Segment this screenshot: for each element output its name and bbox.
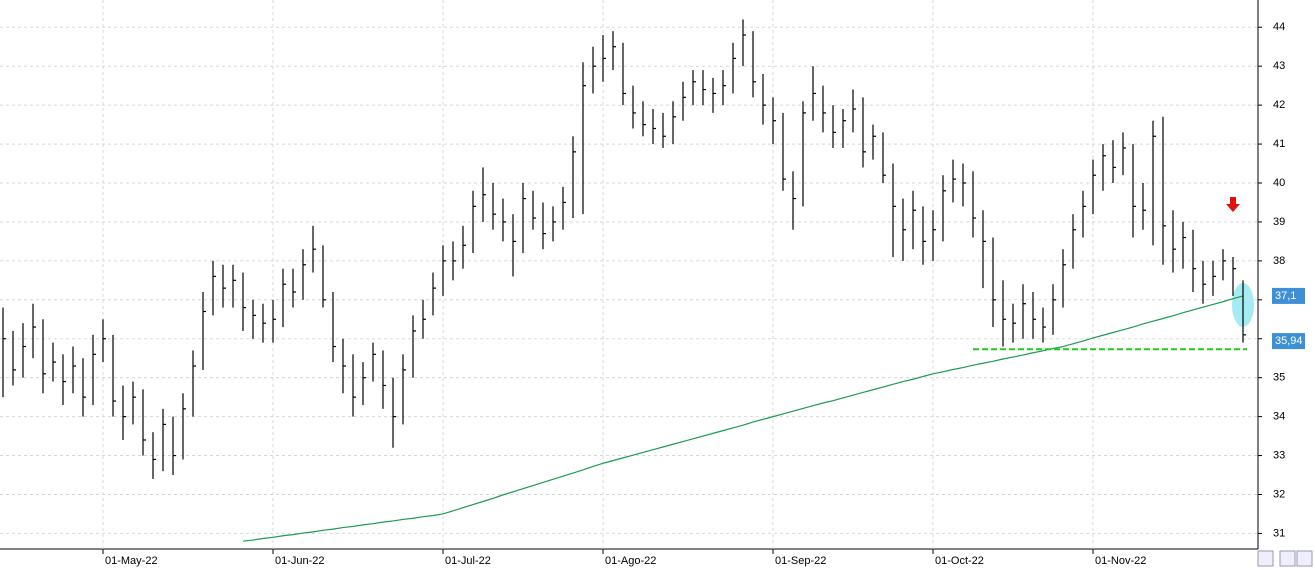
y-tick-label: 43 xyxy=(1273,60,1285,72)
price-tag-label: 35,94 xyxy=(1275,335,1303,347)
moving-average-line xyxy=(242,295,1244,542)
pin-button[interactable] xyxy=(1296,550,1313,567)
y-tick-label: 34 xyxy=(1273,411,1285,423)
x-tick-label: 01-Ago-22 xyxy=(605,555,656,567)
x-tick-label: 01-May-22 xyxy=(105,555,158,567)
y-tick-label: 42 xyxy=(1273,99,1285,111)
y-tick-label: 35 xyxy=(1273,372,1285,384)
x-tick-label: 01-Nov-22 xyxy=(1095,555,1146,567)
x-tick-label: 01-Jun-22 xyxy=(275,555,325,567)
y-tick-label: 32 xyxy=(1273,488,1285,500)
down-arrow xyxy=(1226,197,1240,212)
y-tick-label: 39 xyxy=(1273,216,1285,228)
y-tick-label: 40 xyxy=(1273,177,1285,189)
price-tag xyxy=(1272,287,1305,304)
y-tick-label: 31 xyxy=(1273,527,1285,539)
zoom-button[interactable] xyxy=(1257,550,1274,567)
save-button[interactable] xyxy=(1279,550,1296,567)
x-tick-label: 01-Sep-22 xyxy=(775,555,826,567)
y-tick-label: 33 xyxy=(1273,449,1285,461)
x-tick-label: 01-Oct-22 xyxy=(935,555,984,567)
price-tag-label: 37,1 xyxy=(1275,290,1296,302)
y-tick-label: 41 xyxy=(1273,138,1285,150)
y-tick-label: 44 xyxy=(1273,21,1285,33)
price-tag xyxy=(1272,333,1305,350)
x-tick-label: 01-Jul-22 xyxy=(445,555,491,567)
y-tick-label: 38 xyxy=(1273,255,1285,267)
